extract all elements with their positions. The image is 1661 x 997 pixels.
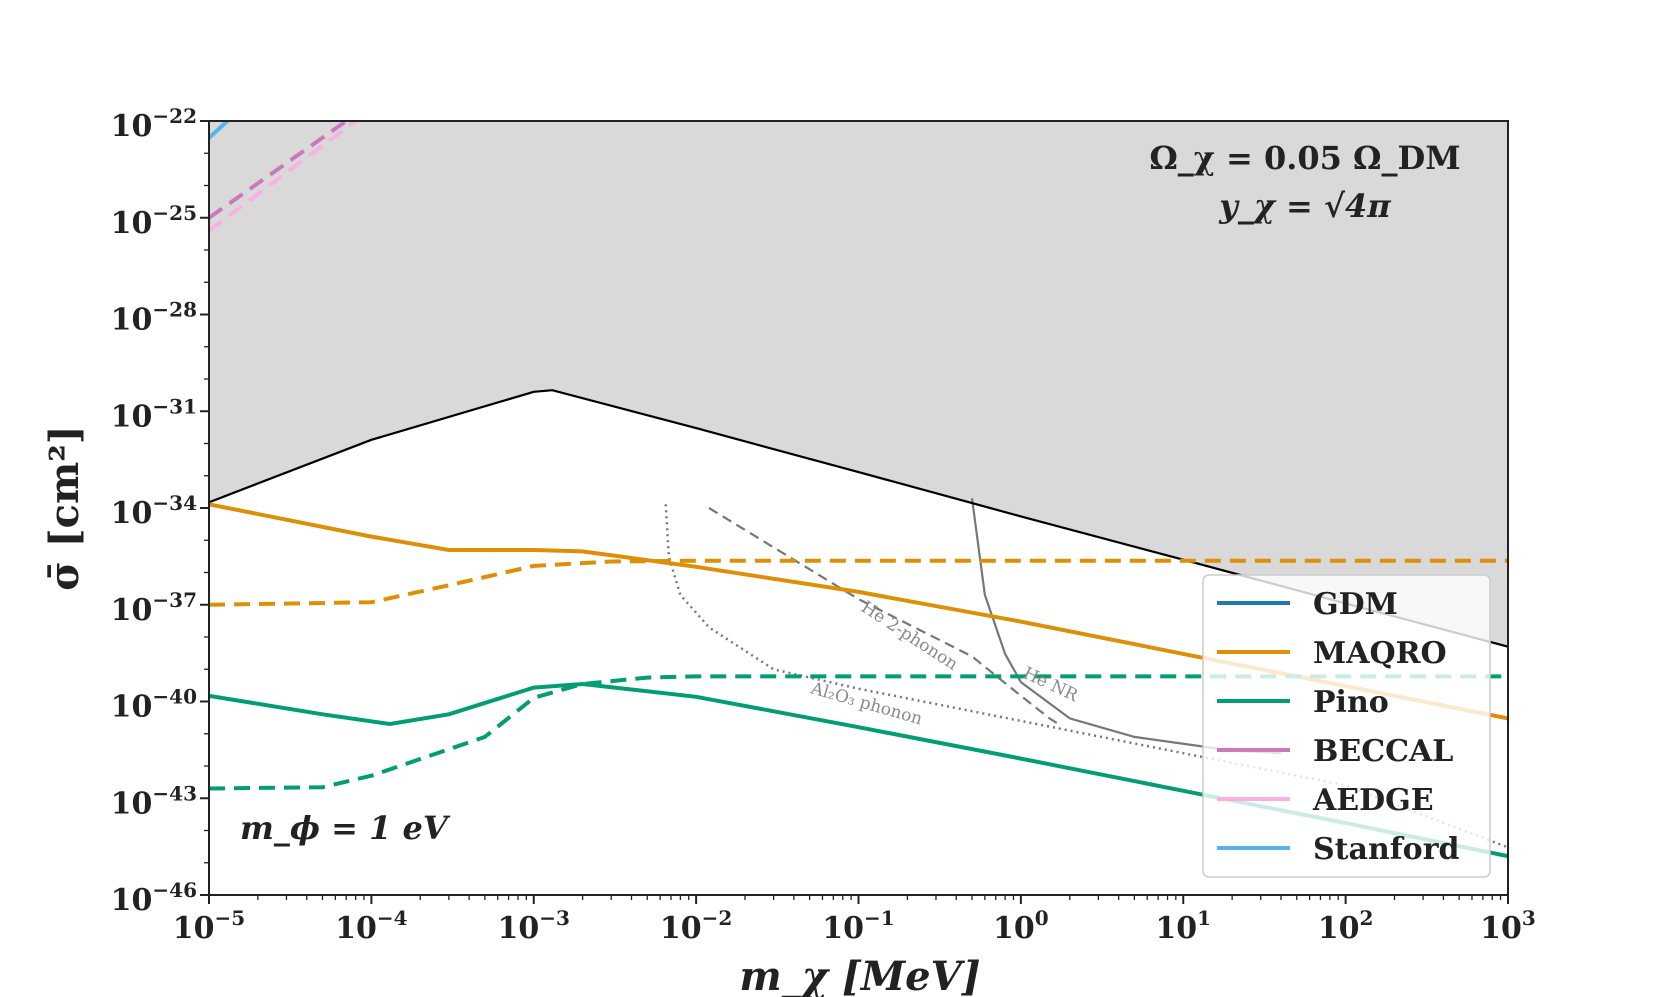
x-axis-title: m_χ [MeV] (739, 953, 980, 997)
x-tick-label: 103 (1480, 906, 1536, 946)
reference-curve-he-2-phonon (708, 507, 1059, 725)
x-tick-label: 101 (1155, 906, 1211, 946)
x-axis-ticks: 10−5 10−4 10−3 10−2 10−1 100 101 102 103 (173, 895, 1536, 946)
legend-label-beccal: BECCAL (1313, 734, 1453, 769)
reference-curve-al2o3-phonon (664, 504, 1508, 849)
y-axis-title: σ̄ [cm²] (41, 425, 88, 590)
y-tick-label: 10−37 (111, 588, 197, 628)
series-pino-dashed (209, 674, 1508, 791)
x-tick-label: 10−1 (822, 906, 894, 946)
excluded-region (209, 121, 1508, 647)
series-aedge-dashed (209, 121, 357, 233)
y-tick-label: 10−40 (111, 685, 197, 725)
x-tick-label: 100 (993, 906, 1049, 946)
legend: GDM MAQRO Pino BECCAL AEDGE Stanford (1202, 574, 1491, 878)
series-stanford-solid (209, 121, 229, 140)
plot-content (209, 121, 1508, 859)
series-beccal-dashed (209, 121, 348, 220)
x-tick-label: 10−4 (335, 906, 408, 946)
y-tick-label: 10−31 (111, 394, 197, 434)
x-tick-label: 10−2 (660, 906, 732, 946)
legend-label-aedge: AEDGE (1312, 783, 1434, 818)
legend-label-gdm: GDM (1313, 587, 1398, 622)
legend-label-maqro: MAQRO (1313, 636, 1447, 671)
legend-label-stanford: Stanford (1313, 832, 1459, 867)
y-tick-label: 10−34 (111, 491, 197, 531)
legend-label-pino: Pino (1313, 685, 1389, 720)
x-tick-label: 10−3 (498, 906, 570, 946)
y-tick-label: 10−22 (111, 104, 197, 144)
y-tick-label: 10−28 (111, 298, 197, 338)
series-maqro-dashed (209, 558, 1508, 607)
x-tick-label: 10−5 (173, 906, 245, 946)
y-tick-label: 10−43 (111, 781, 197, 821)
x-tick-label: 102 (1318, 906, 1374, 946)
annotation-omega: Ω_χ = 0.05 Ω_DM (1149, 139, 1460, 177)
y-axis-ticks: 10−22 10−25 10−28 10−31 10−34 10−37 10−40 10−43… (111, 104, 209, 918)
annotation-mediator-mass: m_ϕ = 1 eV (240, 809, 451, 847)
y-tick-label: 10−46 (111, 878, 197, 918)
annotation-coupling: y_χ = √4π (1218, 187, 1391, 225)
y-tick-label: 10−25 (111, 201, 197, 241)
